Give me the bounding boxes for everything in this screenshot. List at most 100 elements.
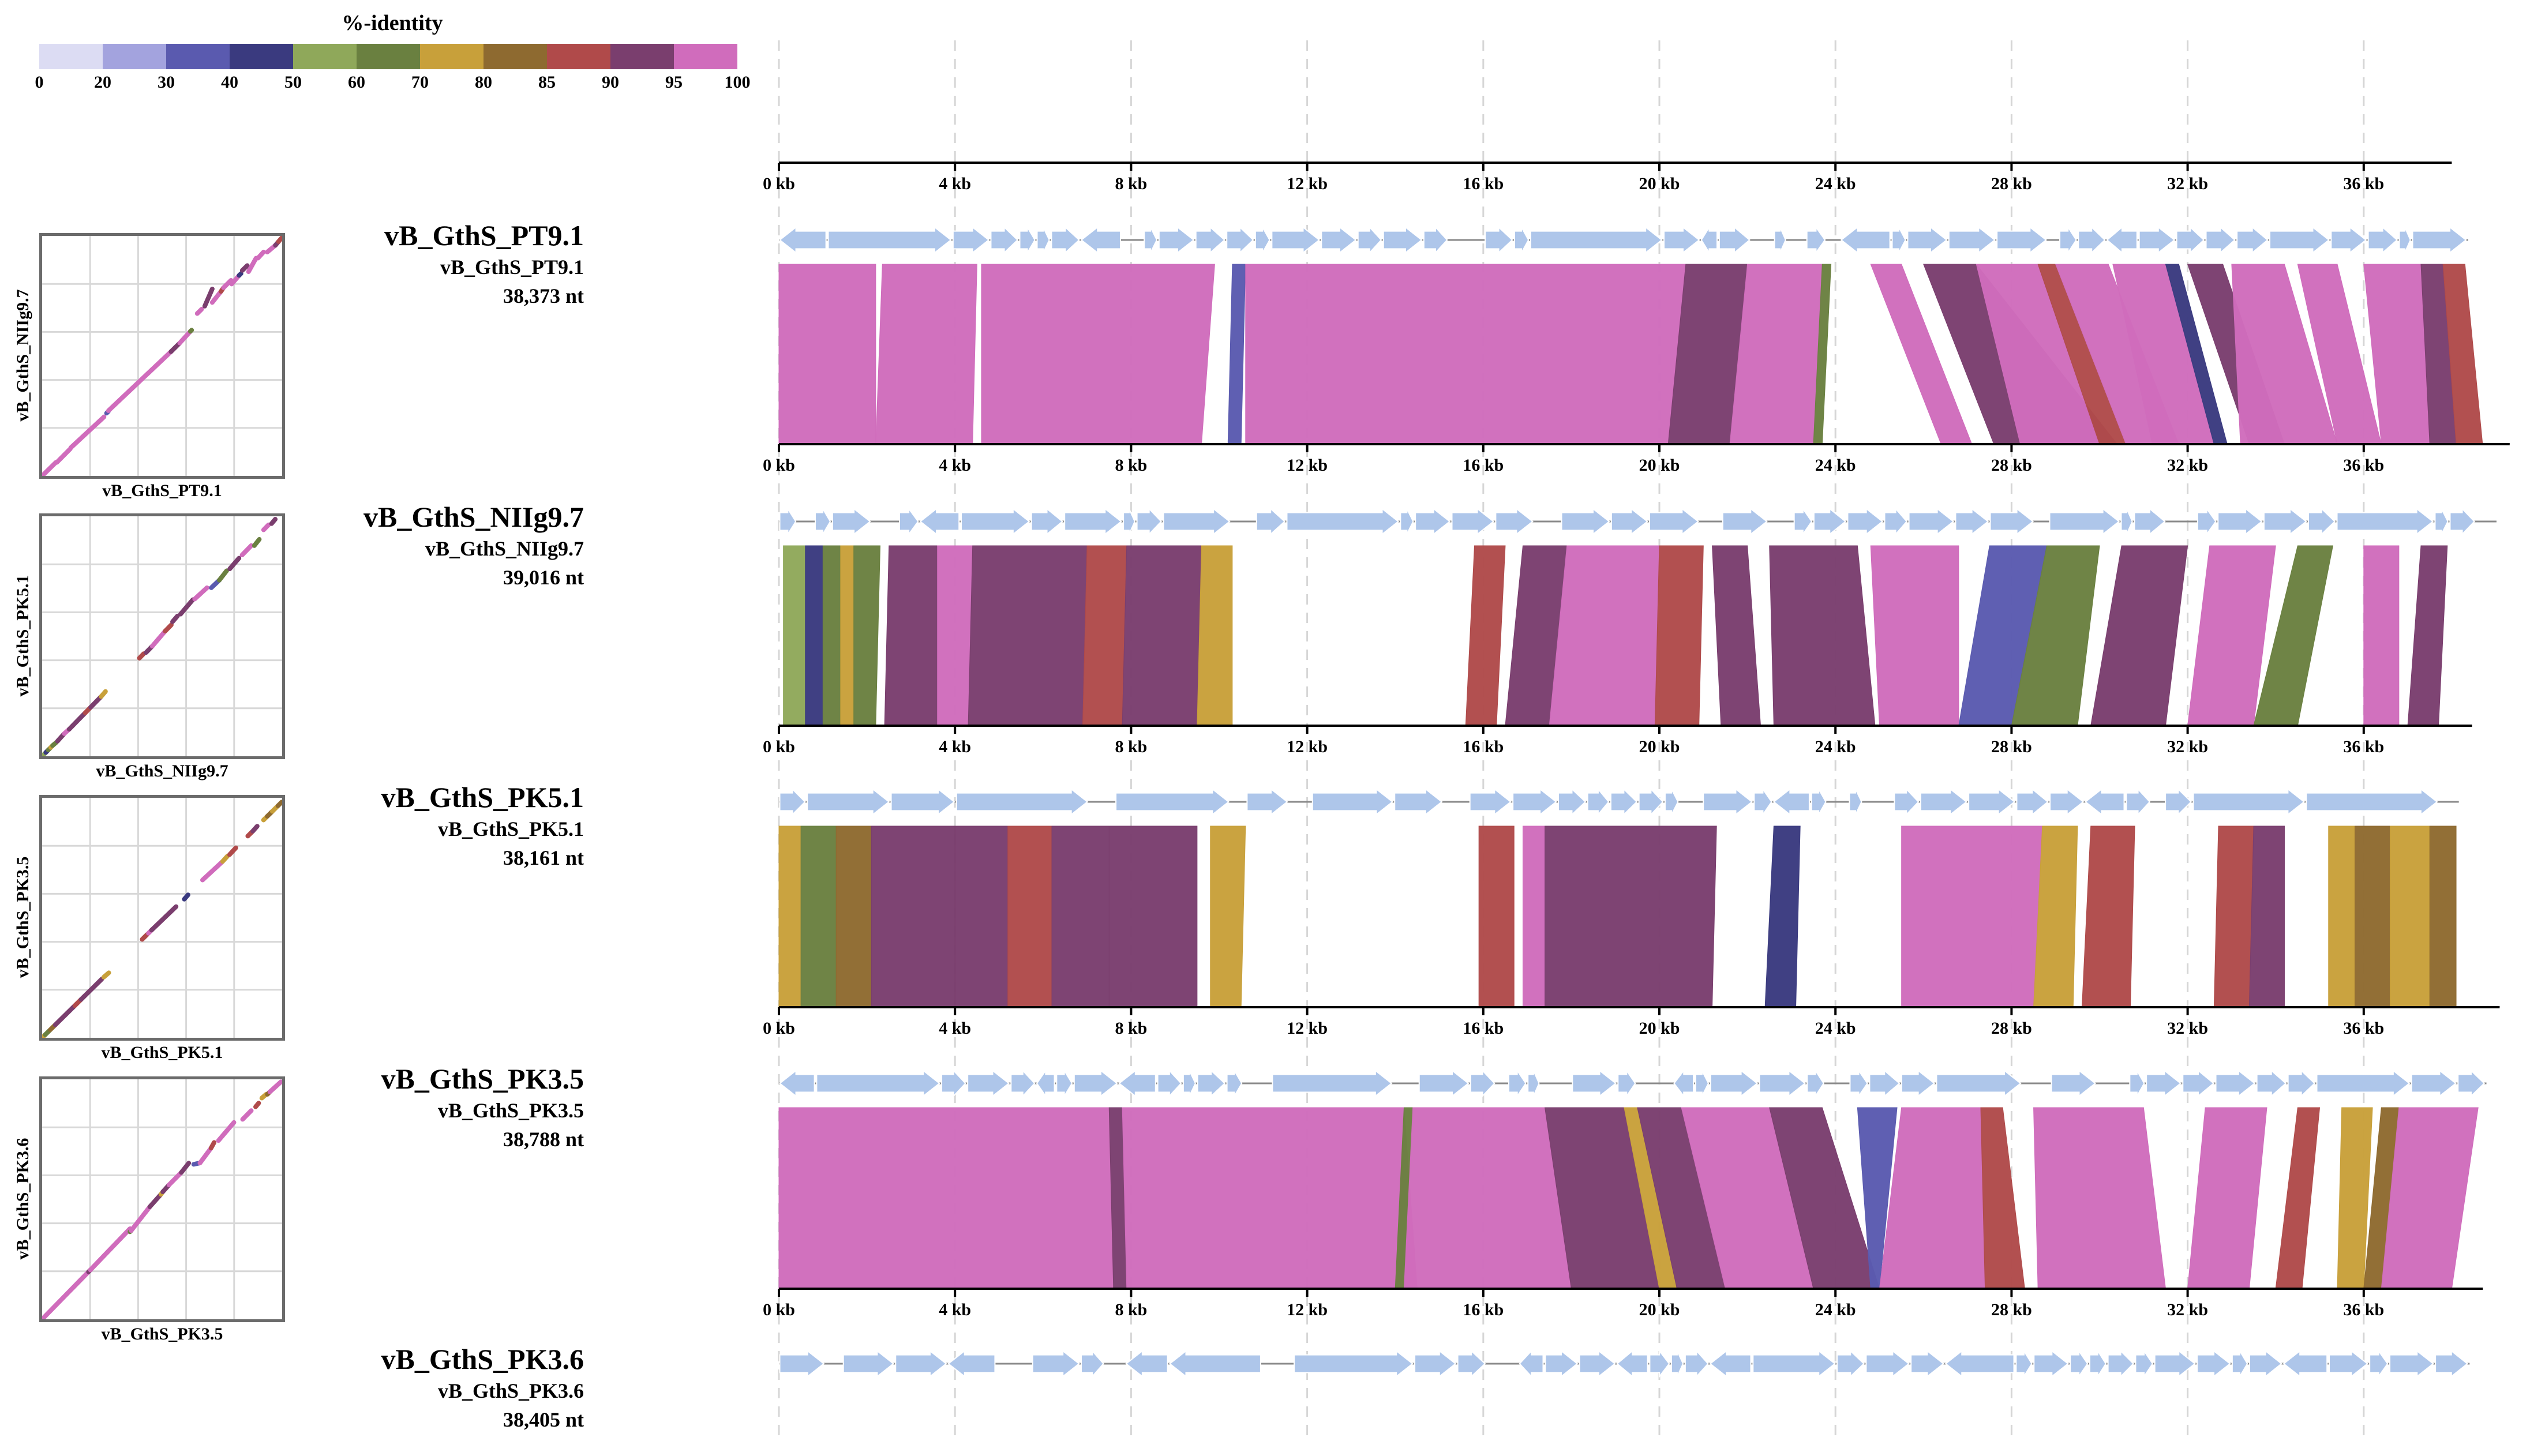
gene-arrow [2263,507,2307,536]
axis-tick-label: 0 kb [763,456,795,475]
dotplot-segment [40,460,58,478]
dotplot-segment [239,543,254,558]
gene-arrow [1884,507,1908,536]
genome-length: 38,373 nt [503,284,584,307]
gene-arrow [807,787,890,816]
axis-tick-label: 20 kb [1639,174,1680,193]
dotplot-segment [68,414,107,450]
axis-tick-label: 8 kb [1115,1019,1147,1038]
legend-swatch-95 [674,44,737,69]
similarity-ribbon [1478,825,1515,1008]
gene-arrow [2269,226,2330,254]
dotplot-segment [147,1192,163,1210]
gene-arrow [1907,226,1948,254]
gene-arrow [842,1349,895,1378]
axis-tick-label: 24 kb [1815,174,1856,193]
gene-arrow [1710,1069,1759,1098]
gene-arrow [1718,226,1751,254]
gene-arrow [1936,1069,2022,1098]
dotplot-ylabel: vB_GthS_NIIg9.7 [13,289,32,422]
similarity-ribbon [2033,1107,2167,1289]
gene-arrow [1649,507,1699,536]
axis-tick-label: 32 kb [2167,174,2208,193]
genome-length: 38,788 nt [503,1128,584,1151]
dotplot-segment [239,263,250,273]
axis-tick-label: 20 kb [1639,737,1680,756]
dotplot-segment [269,517,278,526]
similarity-ribbon [875,264,977,445]
gene-arrow [1673,1069,1695,1098]
legend-title: %-identity [342,11,443,35]
genome-name: vB_GthS_NIIg9.7 [363,501,584,533]
dotplot-segment [66,710,88,732]
similarity-ribbon [2407,545,2448,726]
gene-arrow [2256,1069,2287,1098]
axis-tick-label: 8 kb [1115,174,1147,193]
gene-arrow [1271,226,1321,254]
genome-name: vB_GthS_PK5.1 [381,781,584,813]
gene-arrow [2106,226,2138,254]
similarity-ribbon [1879,1107,1986,1289]
dotplot-segment [137,651,146,661]
gene-arrow [1772,787,1810,816]
gene-arrow [1255,507,1286,536]
gene-arrow [2059,225,2077,255]
gene-track-5 [779,1349,2470,1379]
gene-arrow [2316,1069,2411,1098]
gene-arrow [1610,787,1638,816]
gene-arrow [2033,1349,2069,1378]
axis-2: 0 kb 4 kb 8 kb 12 kb 16 kb 20 kb 24 kb 28 kb 32 … [763,443,2510,475]
dotplot-segment [194,307,204,316]
legend-swatch-80 [483,44,547,69]
gene-arrow [1920,787,1967,816]
gene-arrow [947,1349,996,1378]
dotplot-segment [267,1079,283,1094]
dotplot-segment [182,892,190,902]
gene-arrow [1254,225,1270,255]
similarity-ribbon [778,1107,1114,1289]
similarity-ribbon [1403,1107,1572,1289]
dotplot-segment [276,235,284,244]
gene-arrow [1527,1070,1540,1097]
gene-arrow [1587,787,1610,816]
dotplot-segment [99,689,108,699]
dotplot-3 [39,795,285,1041]
gene-arrow [2070,1349,2089,1379]
dotplot-segment [275,800,284,808]
comparison-2 [783,545,2448,726]
gene-arrow [1865,1349,1910,1378]
axis-tick-label: 36 kb [2343,1019,2384,1038]
similarity-ribbon [2363,545,2400,726]
dotplot-ylabel: vB_GthS_PK3.6 [13,1138,32,1260]
gene-arrow [1806,225,1826,255]
similarity-ribbon [1227,264,1246,445]
comparison-1 [778,264,2483,445]
legend-swatch-70 [420,44,483,69]
gene-arrow [2154,1349,2196,1378]
axis-tick-label: 36 kb [2343,1300,2384,1319]
axis-tick-label: 8 kb [1115,456,1147,475]
similarity-ribbon [2390,825,2430,1008]
gene-arrow [2231,1349,2248,1379]
gene-arrow [1010,1069,1036,1098]
gene-arrow [2084,787,2125,816]
gene-arrow [898,506,919,536]
similarity-ribbon [2275,1107,2321,1289]
genome-id: vB_GthS_NIIg9.7 [425,537,584,560]
similarity-ribbon [1210,825,1246,1008]
gene-arrow [2078,226,2106,254]
gene-arrow [1400,508,1414,535]
gene-arrow [1663,226,1700,254]
gene-arrow [1051,226,1080,254]
gene-arrow [2336,507,2434,536]
dotplot-segment [40,1269,91,1322]
gene-arrow [2049,507,2120,536]
gene-arrow [1996,226,2047,254]
axis-tick-label: 16 kb [1463,456,1504,475]
gene-arrow [2197,506,2217,536]
gene-arrow [1414,1349,1457,1378]
gene-arrow [1869,1069,1901,1098]
similarity-ribbon [840,545,854,726]
dotplot-segment [227,556,242,572]
similarity-ribbon [1245,264,1686,445]
